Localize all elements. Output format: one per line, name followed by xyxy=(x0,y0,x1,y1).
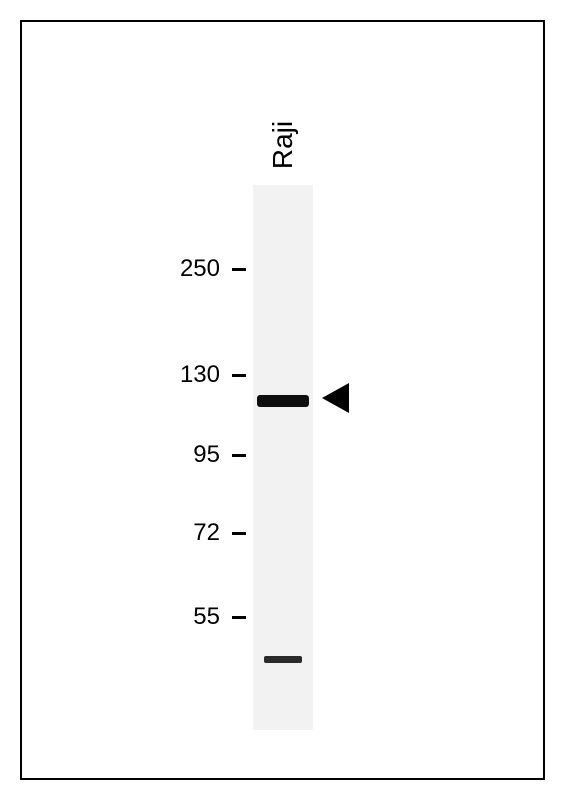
mw-label-95: 95 xyxy=(140,441,220,469)
mw-tick-95 xyxy=(232,454,246,457)
mw-tick-130 xyxy=(232,374,246,377)
mw-tick-72 xyxy=(232,532,246,535)
primary-band xyxy=(257,395,309,407)
pointer-arrow xyxy=(322,383,349,413)
blot-lane xyxy=(253,185,313,730)
mw-tick-55 xyxy=(232,616,246,619)
secondary-band xyxy=(264,656,302,663)
mw-label-72: 72 xyxy=(140,519,220,547)
mw-label-55: 55 xyxy=(140,603,220,631)
mw-label-250: 250 xyxy=(140,255,220,283)
lane-label: Raji xyxy=(263,85,303,205)
mw-tick-250 xyxy=(232,268,246,271)
mw-label-130: 130 xyxy=(140,361,220,389)
